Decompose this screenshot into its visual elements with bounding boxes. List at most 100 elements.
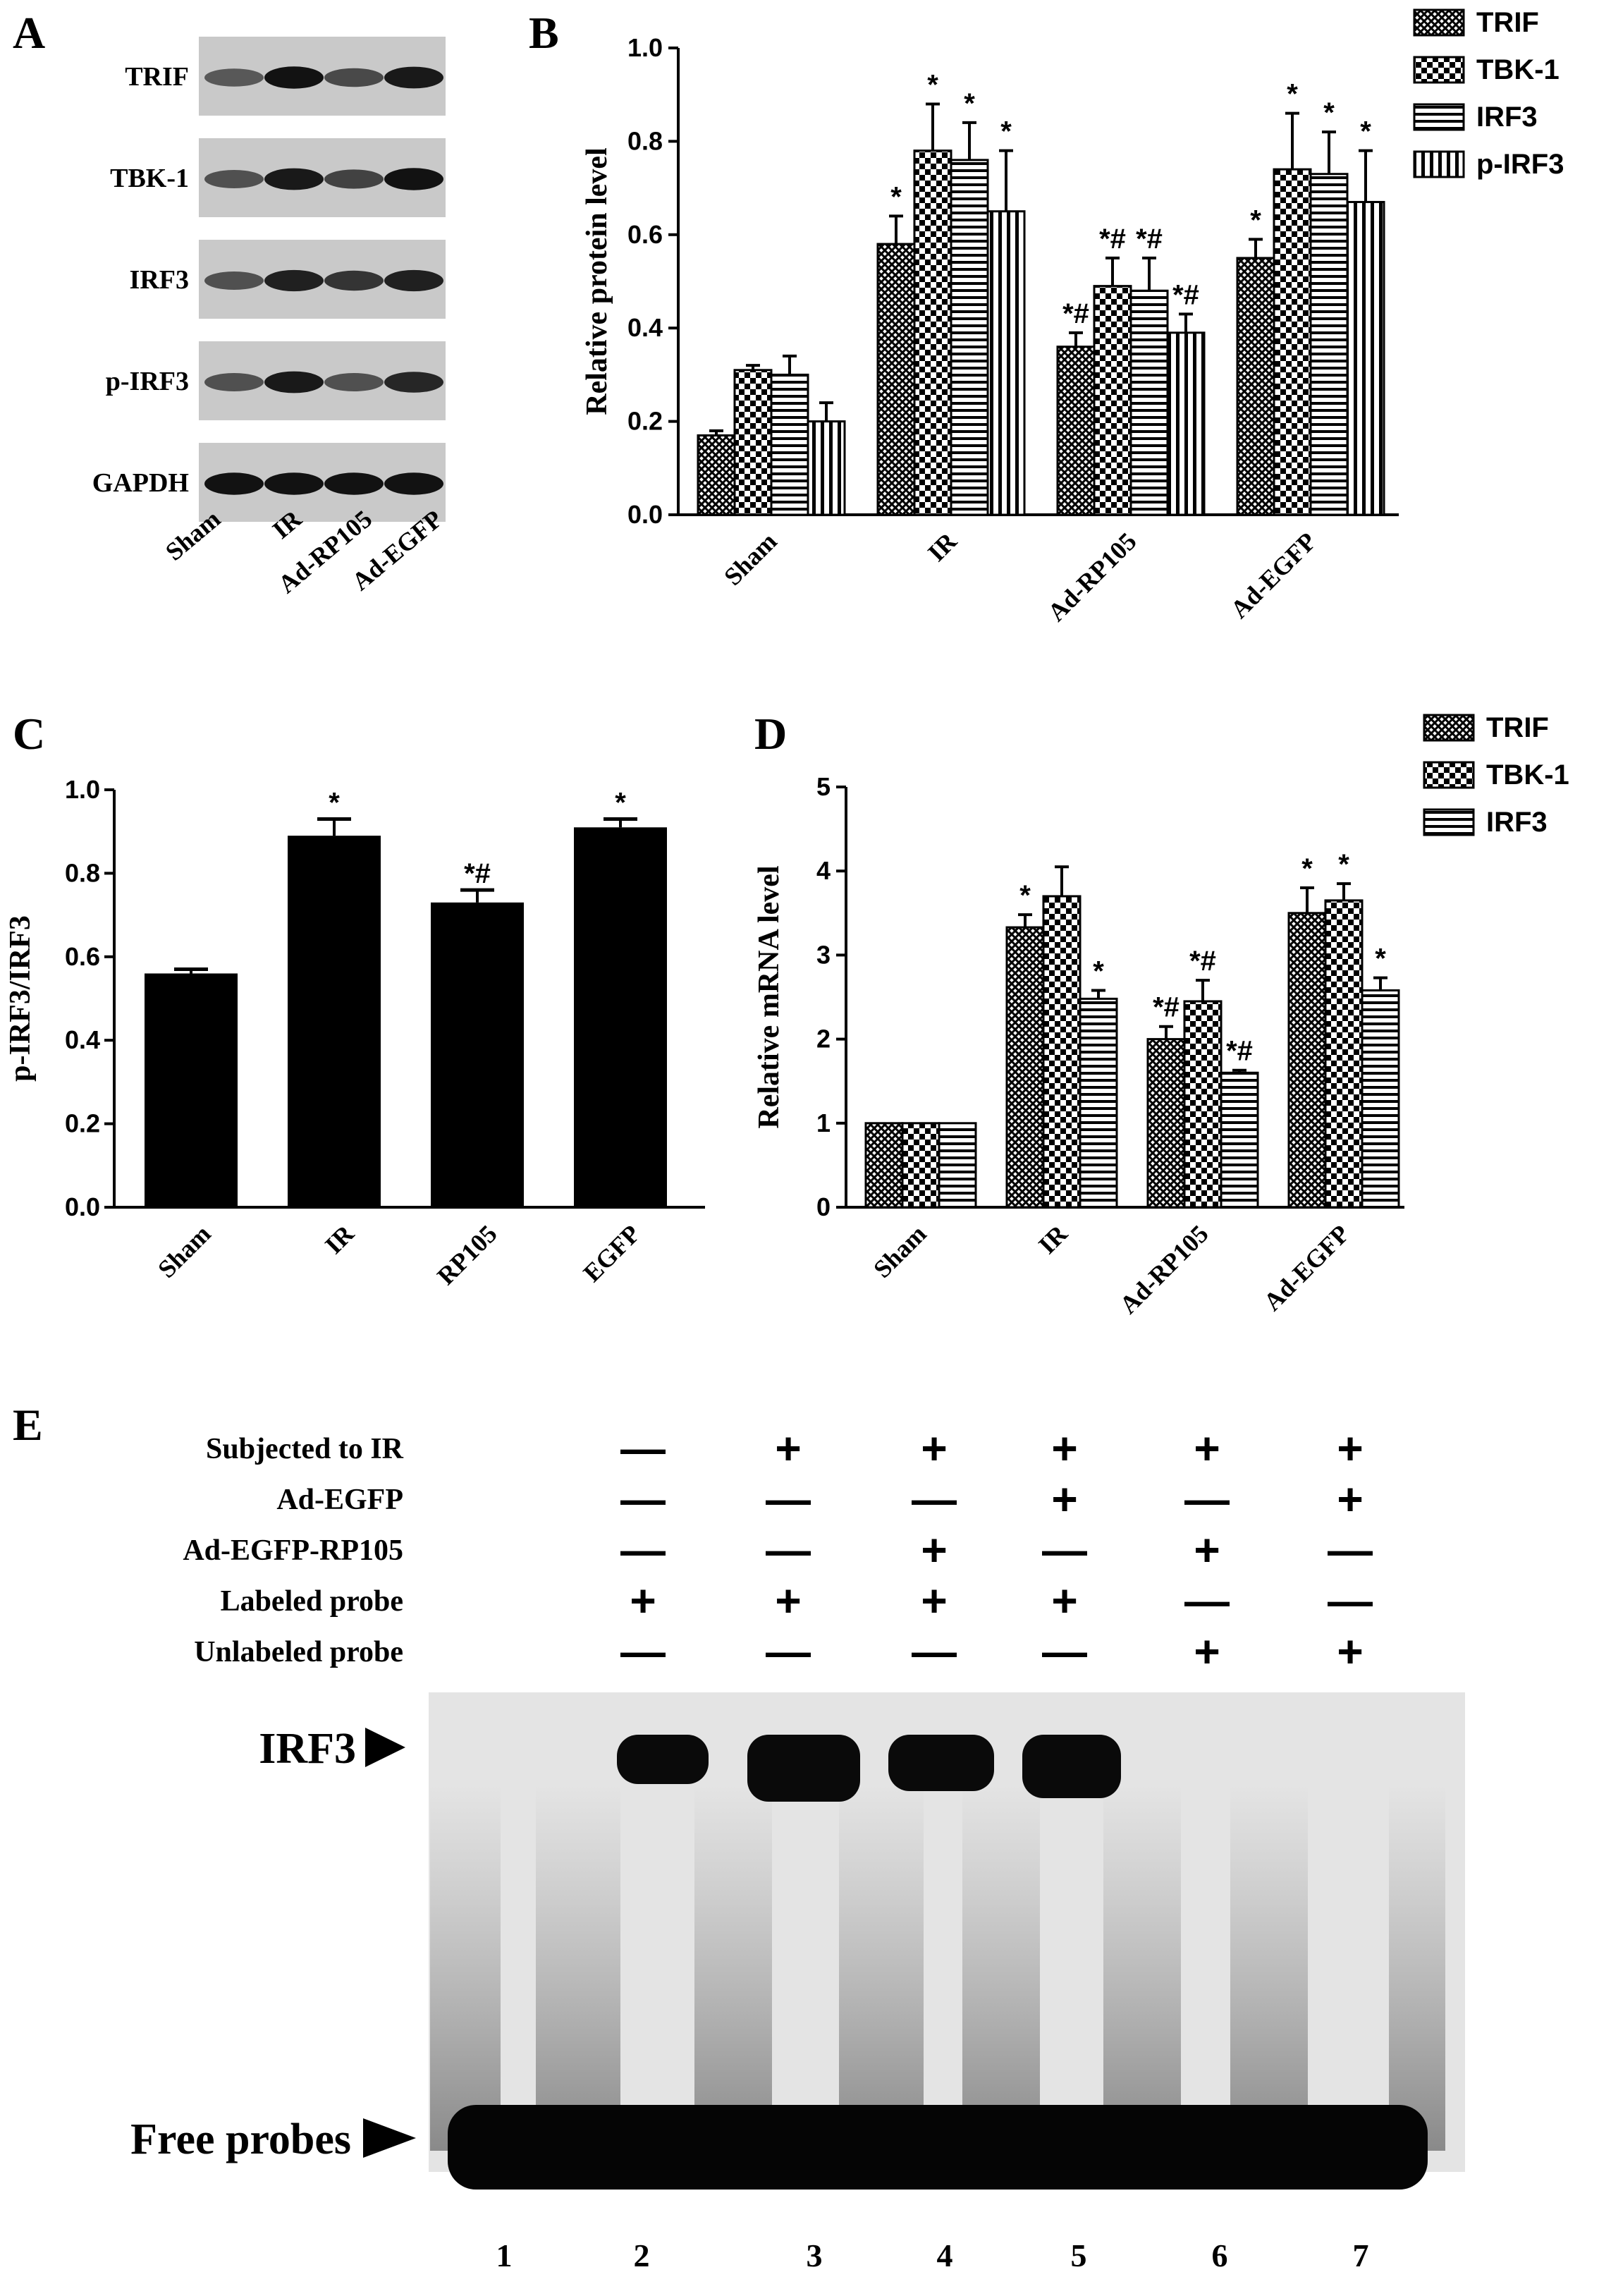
condition-symbol: — <box>766 1525 811 1575</box>
bar <box>876 243 916 516</box>
condition-symbol: — <box>620 1423 666 1474</box>
y-tick-label: 0.8 <box>627 126 663 155</box>
bar <box>770 373 809 516</box>
condition-symbol: — <box>620 1525 666 1575</box>
bar <box>901 1122 941 1209</box>
chart-b: 0.0 0.2 0.4 0.6 0.8 1.0 Relative protein level… <box>581 7 1564 627</box>
significance-label: * <box>1301 853 1313 884</box>
condition-symbol: + <box>1337 1423 1363 1474</box>
lane-number: 1 <box>496 2237 513 2273</box>
blot-row-label: p-IRF3 <box>106 367 189 396</box>
significance-label: *# <box>1226 1036 1253 1067</box>
significance-label: * <box>329 787 340 818</box>
legend-label: TRIF <box>1486 712 1549 743</box>
blot-band <box>324 472 384 495</box>
condition-symbol: + <box>775 1423 801 1474</box>
lane-number: 6 <box>1212 2237 1228 2273</box>
bar <box>1166 331 1206 516</box>
blot-band <box>384 472 443 495</box>
condition-symbol: + <box>630 1575 656 1626</box>
bar <box>1129 289 1169 516</box>
condition-symbol: — <box>912 1474 957 1525</box>
significance-label: *# <box>1172 279 1199 310</box>
lane-number: 4 <box>937 2237 953 2273</box>
condition-symbol: + <box>1051 1575 1077 1626</box>
gel-smear <box>536 1784 620 2151</box>
gel-smear <box>1389 1784 1445 2151</box>
legend-swatch <box>1413 103 1465 131</box>
condition-symbol: — <box>1328 1575 1373 1626</box>
blot-band <box>324 373 384 391</box>
x-tick-label: RP105 <box>431 1219 502 1290</box>
y-tick-label: 0.6 <box>65 942 100 971</box>
blot-band <box>384 372 443 393</box>
blot-band <box>204 271 264 290</box>
condition-label: Subjected to IR <box>206 1433 404 1465</box>
bar <box>288 836 381 1207</box>
y-tick-label: 0 <box>816 1192 831 1221</box>
blot-row: p-IRF3 <box>106 341 446 420</box>
blot-band <box>204 170 264 188</box>
bar <box>1079 997 1118 1209</box>
y-tick-label: 0.4 <box>65 1025 100 1054</box>
arrowhead-icon <box>363 2118 416 2158</box>
blot-band <box>204 472 264 495</box>
legend-swatch <box>1423 714 1475 742</box>
legend-label: TBK-1 <box>1476 54 1560 85</box>
blot-band <box>384 66 443 89</box>
condition-symbol: — <box>620 1626 666 1677</box>
bar <box>145 973 238 1207</box>
lane-number: 5 <box>1071 2237 1087 2273</box>
condition-symbol: — <box>766 1626 811 1677</box>
bar <box>1093 285 1132 516</box>
bar <box>697 434 736 516</box>
bar <box>1361 989 1400 1209</box>
significance-label: * <box>927 69 938 100</box>
blot-band <box>384 269 443 292</box>
significance-label: * <box>890 181 902 212</box>
significance-label: * <box>1019 880 1031 911</box>
significance-label: * <box>1287 79 1298 110</box>
marker-label: IRF3 <box>259 1725 356 1773</box>
condition-label: Ad-EGFP-RP105 <box>183 1534 403 1567</box>
significance-label: * <box>615 787 626 818</box>
legend-label: p-IRF3 <box>1476 149 1564 180</box>
condition-label: Labeled probe <box>221 1585 403 1618</box>
y-tick-label: 0.0 <box>627 500 663 529</box>
condition-symbol: + <box>1337 1626 1363 1677</box>
bar <box>913 149 952 516</box>
legend-swatch <box>1413 8 1465 37</box>
x-tick-label: IR <box>319 1219 360 1259</box>
significance-label: * <box>964 88 975 119</box>
condition-symbol: + <box>921 1525 947 1575</box>
bar <box>1273 168 1312 516</box>
significance-label: *# <box>1099 224 1126 255</box>
bar <box>733 369 773 516</box>
bar <box>938 1122 977 1209</box>
gel-smear <box>839 1784 924 2151</box>
x-tick-label: IR <box>922 527 962 567</box>
blot-band <box>204 373 264 391</box>
blot-row-label: IRF3 <box>130 265 189 295</box>
gel-smear <box>694 1784 772 2151</box>
bar <box>574 827 667 1207</box>
blot-row: IRF3 <box>130 240 446 319</box>
x-tick-label: Sham <box>152 1219 216 1283</box>
bar <box>1005 926 1045 1209</box>
lane-number: 3 <box>807 2237 823 2273</box>
blot-band <box>264 66 324 89</box>
y-tick-label: 0.0 <box>65 1192 100 1221</box>
significance-label: *# <box>1189 946 1216 977</box>
blot-row: GAPDH <box>92 443 446 522</box>
panel-b: B 0.0 0.2 0.4 0.6 0.8 1.0 Relative protein lev… <box>529 7 1564 627</box>
bar <box>807 420 846 516</box>
arrowhead-icon <box>365 1728 405 1767</box>
bar <box>1236 257 1275 516</box>
y-tick-label: 5 <box>816 772 831 801</box>
bar <box>986 210 1026 516</box>
bar <box>1042 895 1082 1209</box>
chart-d: 0 1 2 3 4 5 Relative mRNA level Sham * * IR *# *# *# A… <box>753 712 1569 1319</box>
condition-symbol: + <box>1337 1474 1363 1525</box>
y-tick-label: 0.2 <box>65 1109 100 1138</box>
